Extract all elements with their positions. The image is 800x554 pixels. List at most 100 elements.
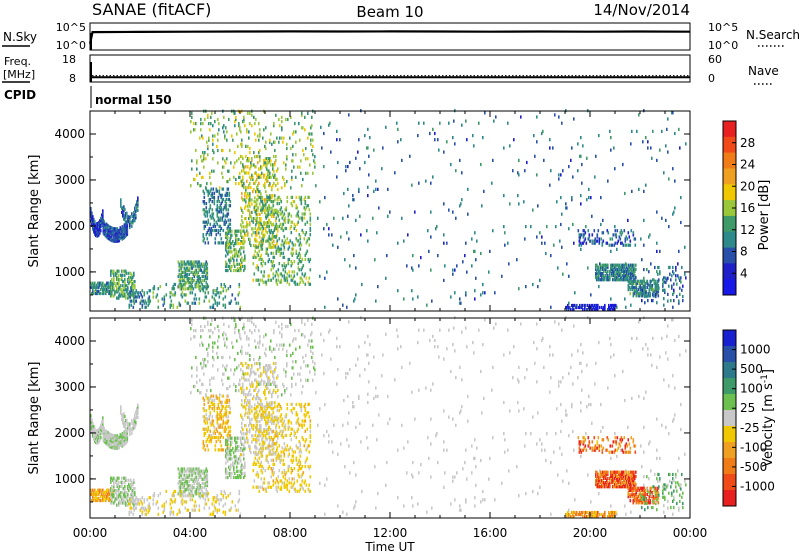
velocity-cell <box>217 423 220 427</box>
power-cell <box>260 208 262 212</box>
velocity-cell <box>103 437 106 441</box>
velocity-cell <box>189 484 192 488</box>
power-cell <box>618 274 620 278</box>
power-cell <box>182 287 185 291</box>
power-cell <box>134 280 136 284</box>
power-cell <box>667 117 669 121</box>
velocity-cell <box>140 500 143 504</box>
power-cell <box>216 222 219 226</box>
power-cell <box>240 268 242 273</box>
power-ytick-label: 1000 <box>54 265 85 279</box>
power-cell <box>501 274 503 278</box>
velocity-cell <box>124 487 126 491</box>
velocity-cell <box>201 481 204 486</box>
power-cell <box>205 270 208 274</box>
power-cell <box>240 240 242 244</box>
power-cell <box>396 121 398 125</box>
velocity-cell <box>224 400 227 404</box>
velocity-cell <box>204 492 207 496</box>
power-cell <box>105 283 107 287</box>
velocity-cell <box>256 395 258 399</box>
power-cell <box>387 214 389 218</box>
velocity-cell <box>107 488 109 492</box>
power-cell <box>96 228 98 232</box>
power-cell <box>631 274 633 278</box>
power-cell <box>585 303 587 308</box>
power-cell <box>203 264 206 268</box>
velocity-cell <box>112 446 115 450</box>
velocity-cell <box>239 455 241 459</box>
power-cell <box>292 159 294 163</box>
power-cell <box>431 299 433 303</box>
velocity-cell <box>116 482 118 486</box>
velocity-cell <box>125 429 127 433</box>
power-cell <box>614 225 616 229</box>
power-cell <box>546 225 548 229</box>
velocity-cell <box>190 490 193 494</box>
velocity-cell <box>190 486 193 490</box>
power-cell <box>425 179 427 183</box>
velocity-cell <box>108 438 111 442</box>
velocity-cell <box>203 409 206 413</box>
velocity-cell <box>263 368 265 372</box>
power-cell <box>107 236 110 240</box>
power-cell <box>534 154 536 158</box>
power-cell <box>246 130 248 134</box>
velocity-cell <box>247 411 249 415</box>
power-cell <box>249 194 251 198</box>
power-cell <box>478 121 480 125</box>
velocity-cell <box>143 508 146 512</box>
power-cell <box>265 204 267 208</box>
velocity-cell <box>260 415 262 419</box>
power-cell <box>199 268 202 272</box>
power-cell <box>98 233 100 237</box>
power-cell <box>596 263 598 267</box>
power-cell <box>426 303 428 307</box>
power-cell <box>233 260 235 264</box>
velocity-cell <box>251 364 253 368</box>
power-cell <box>191 291 194 295</box>
power-cell <box>253 115 255 119</box>
power-cell <box>647 292 650 296</box>
power-cell <box>117 233 120 237</box>
power-cell <box>254 231 257 235</box>
power-cell <box>549 183 551 187</box>
power-cell <box>281 226 284 231</box>
velocity-cell <box>93 437 95 441</box>
velocity-cell <box>204 481 207 486</box>
power-cell <box>290 231 293 235</box>
power-cell <box>299 247 302 251</box>
velocity-cell <box>224 429 227 433</box>
power-cell <box>295 249 298 253</box>
power-cell <box>278 140 280 144</box>
power-cell <box>91 223 93 227</box>
power-cell <box>259 175 261 179</box>
power-cell <box>114 282 116 286</box>
power-cell <box>302 177 304 182</box>
power-cell <box>254 255 257 259</box>
power-cell <box>465 291 467 295</box>
velocity-cell <box>191 477 194 481</box>
power-cell <box>92 223 94 227</box>
power-cell <box>119 286 121 290</box>
power-cell <box>128 275 130 279</box>
power-cell <box>222 165 224 169</box>
power-cell <box>274 163 276 167</box>
power-cell <box>113 273 115 277</box>
power-cell <box>238 175 240 179</box>
velocity-cell <box>113 440 116 444</box>
power-cell <box>216 301 219 305</box>
power-cell <box>202 270 205 274</box>
velocity-cell <box>181 469 184 473</box>
power-cell <box>272 255 275 259</box>
power-cell <box>295 228 298 233</box>
power-cell <box>172 305 175 309</box>
power-cell <box>633 274 635 278</box>
power-cell <box>217 117 219 122</box>
velocity-cell <box>198 494 201 498</box>
velocity-cell <box>271 401 273 405</box>
power-cell <box>217 241 220 245</box>
power-cell <box>280 212 283 216</box>
power-cell <box>133 217 135 221</box>
power-cell <box>286 157 288 161</box>
